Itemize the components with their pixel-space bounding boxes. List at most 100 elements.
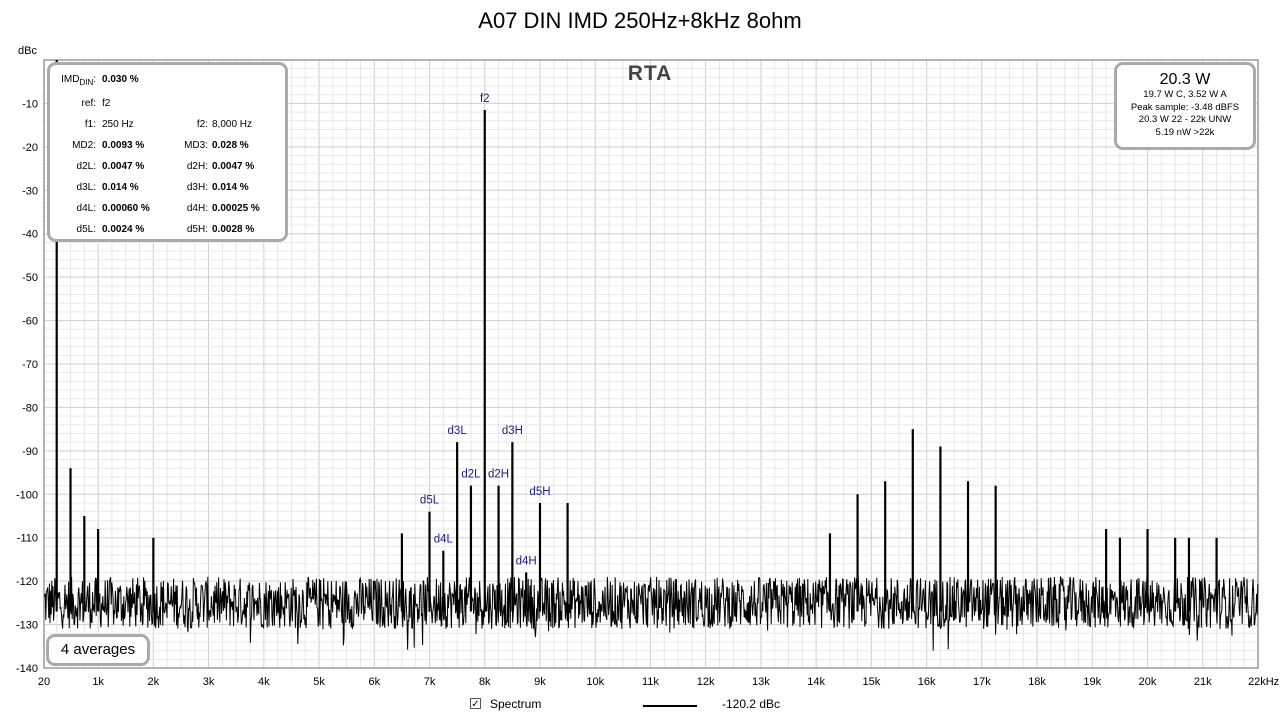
f2-label: f2:: [196, 119, 208, 130]
y-tick-label: -30: [22, 185, 38, 197]
f-row: f1: 250 Hz f2: 8,000 Hz: [50, 118, 286, 132]
x-tick-label: 16k: [918, 676, 936, 688]
d4-row: d4L: 0.00060 % d4H: 0.00025 %: [50, 202, 286, 216]
d2l-value: 0.0047 %: [102, 161, 145, 172]
x-tick-label: 14k: [807, 676, 825, 688]
x-tick-label: 11k: [642, 676, 659, 688]
averages-badge: 4 averages: [46, 634, 150, 666]
x-tick-label: 12k: [697, 676, 715, 688]
x-tick-label: 4k: [258, 676, 270, 688]
d5-row: d5L: 0.0024 % d5H: 0.0028 %: [50, 223, 286, 237]
d3h-value: 0.014 %: [212, 182, 249, 193]
grid: [44, 59, 1258, 669]
chart-title: A07 DIN IMD 250Hz+8kHz 8ohm: [478, 8, 802, 33]
peak-annotation: d3H: [502, 425, 523, 437]
noise-trace: [43, 575, 1259, 651]
md3-label: MD3:: [184, 140, 208, 151]
x-tick-label: 10k: [586, 676, 604, 688]
d2l-label: d2L:: [76, 161, 96, 172]
x-tick-label: 9k: [534, 676, 546, 688]
md3-value: 0.028 %: [212, 140, 249, 151]
peak-annotation: f2: [480, 93, 490, 105]
d3l-value: 0.014 %: [102, 182, 139, 193]
peak-annotation: d2H: [488, 469, 509, 481]
power-panel: 20.3 W 19.7 W C, 3.52 W A Peak sample: -…: [1114, 62, 1256, 150]
d4h-value: 0.00025 %: [212, 203, 260, 214]
y-tick-label: -120: [16, 576, 38, 588]
power-value: 20.3 W: [1159, 71, 1211, 88]
legend-value: -120.2 dBc: [722, 697, 781, 711]
y-tick-label: -40: [22, 229, 38, 241]
d3l-label: d3L:: [76, 182, 96, 193]
rta-label: RTA: [627, 62, 673, 85]
x-tick-label: 1k: [92, 676, 104, 688]
peak-annotation: d3L: [448, 425, 468, 437]
peak-annotation: d5L: [420, 495, 440, 507]
noise-floor: [43, 575, 1259, 651]
d2h-label: d2H:: [186, 161, 208, 172]
ref-value: f2: [102, 98, 111, 109]
peak-annotation: d2L: [461, 469, 481, 481]
md2-label: MD2:: [72, 140, 96, 151]
d4l-value: 0.00060 %: [102, 203, 150, 214]
y-tick-label: -50: [22, 272, 38, 284]
d2-row: d2L: 0.0047 % d2H: 0.0047 %: [50, 160, 286, 174]
x-tick-label: 6k: [368, 676, 380, 688]
md-row: MD2: 0.0093 % MD3: 0.028 %: [50, 139, 286, 153]
d5h-value: 0.0028 %: [212, 224, 255, 235]
y-tick-label: -130: [16, 620, 38, 632]
x-tick-label: 17k: [973, 676, 991, 688]
plot-frame: [43, 59, 1259, 669]
d3h-label: d3H:: [186, 182, 208, 193]
y-tick-label: -10: [22, 98, 38, 110]
y-tick-label: -140: [16, 663, 38, 675]
x-tick-label: 13k: [752, 676, 770, 688]
y-tick-label: -100: [16, 489, 38, 501]
y-tick-label: -110: [17, 533, 38, 545]
y-axis-label: dBc: [18, 45, 37, 57]
d2h-value: 0.0047 %: [212, 161, 255, 172]
y-tick-label: -80: [22, 402, 38, 414]
x-tick-label: 19k: [1083, 676, 1101, 688]
power-line-2: Peak sample: -3.48 dBFS: [1130, 101, 1240, 113]
x-tick-label: 22kHz: [1248, 676, 1279, 688]
x-tick-label: 20: [38, 676, 50, 688]
power-line-3: 20.3 W 22 - 22k UNW: [1138, 114, 1232, 125]
imd-row: IMDDIN: 0.030 %: [50, 73, 286, 87]
x-tick-label: 2k: [148, 676, 160, 688]
legend-label: Spectrum: [490, 697, 542, 711]
d3-row: d3L: 0.014 % d3H: 0.014 %: [50, 181, 286, 195]
d5h-label: d5H:: [186, 224, 208, 235]
ref-row: ref: f2: [50, 97, 286, 111]
x-tick-label: 15k: [863, 676, 881, 688]
power-line-4: 5.19 nW >22k: [1155, 126, 1215, 138]
x-tick-label: 20k: [1139, 676, 1157, 688]
spectrum-checkbox[interactable]: ✓: [470, 698, 481, 710]
imd-results-panel: IMDDIN: 0.030 % ref: f2 f1: 250 Hz f2: 8…: [47, 62, 288, 242]
f1-value: 250 Hz: [102, 119, 134, 130]
x-axis-ticks: 20 1k 2k 3k 4k 5k 6k 7k 8k 9k 10k 11k 12k 13k 14k 15k 16…: [38, 676, 1279, 688]
legend-line-swatch: [643, 705, 697, 707]
d5l-label: d5L:: [76, 224, 96, 235]
d4l-label: d4L:: [76, 203, 96, 214]
power-line-1: 19.7 W C, 3.52 W A: [1143, 89, 1227, 100]
x-tick-label: 8k: [479, 676, 491, 688]
peak-annotation: d5H: [529, 486, 550, 498]
x-tick-label: 7k: [424, 676, 436, 688]
imd-sub: DIN: [79, 78, 94, 87]
peak-annotation: d4H: [516, 555, 537, 567]
peak-annotations: f2 d3L d3H d2L d2H d5L d5H d4L d4H: [420, 93, 551, 568]
y-tick-label: -70: [22, 359, 38, 371]
x-tick-label: 5k: [313, 676, 325, 688]
x-tick-label: 18k: [1028, 676, 1046, 688]
ref-label: ref:: [81, 98, 96, 109]
y-tick-label: -20: [22, 142, 38, 154]
x-tick-label: 21k: [1194, 676, 1212, 688]
y-axis-ticks: -10 -20 -30 -40 -50 -60 -70 -80 -90 -100 -110 -120 -…: [16, 98, 38, 675]
md2-value: 0.0093 %: [102, 140, 145, 151]
imd-label: IMDDIN:: [61, 74, 96, 87]
f2-value: 8,000 Hz: [212, 119, 253, 130]
x-tick-label: 3k: [203, 676, 215, 688]
peak-annotation: d4L: [434, 534, 454, 546]
